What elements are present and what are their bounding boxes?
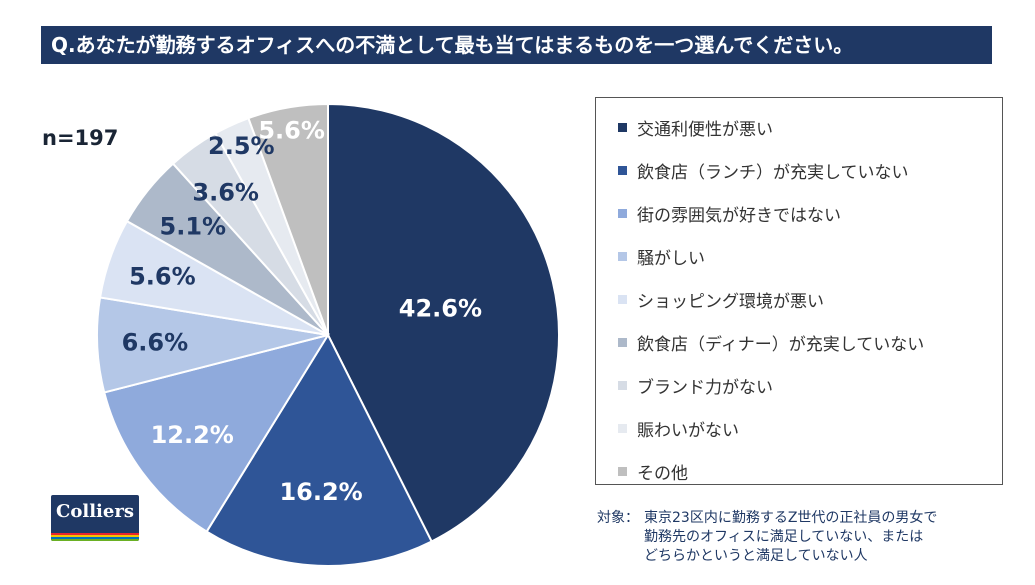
slice-value-label: 5.1% (160, 213, 227, 241)
legend-swatch (618, 166, 627, 175)
pie-slice (205, 332, 433, 567)
legend-item: 賑わいがない (618, 407, 1002, 450)
slice-value-label: 2.5% (208, 132, 275, 160)
legend: 交通利便性が悪い飲食店（ランチ）が充実していない 街の雰囲気が好きではない 騒がしい… (595, 97, 1003, 485)
legend-item: 交通利便性が悪い (618, 106, 1002, 149)
survey-note: 対象： 東京23区内に勤務するZ世代の正社員の男女で 勤務先のオフィスに満足して… (597, 509, 937, 566)
logo-stripe (51, 533, 139, 535)
legend-swatch (618, 252, 627, 261)
legend-swatch (618, 295, 627, 304)
legend-label: 交通利便性が悪い (637, 120, 773, 140)
logo-stripe (51, 539, 139, 541)
logo-stripe (51, 537, 139, 539)
legend-swatch (618, 123, 627, 132)
slice-value-label: 5.6% (129, 263, 196, 291)
slice-value-label: 12.2% (151, 421, 234, 449)
logo-text: Colliers (56, 501, 134, 522)
note-label: 対象： (597, 510, 639, 526)
legend-item: 飲食店（ランチ）が充実していない (618, 149, 1002, 192)
slice-value-label: 42.6% (399, 294, 482, 322)
note-line: 東京23区内に勤務するZ世代の正社員の男女で (644, 510, 938, 526)
slice-value-label: 5.6% (258, 116, 325, 144)
legend-label: 騒がしい (637, 249, 705, 269)
sample-size: n=197 (42, 126, 119, 150)
legend-item: ブランド力がない (618, 364, 1002, 407)
legend-item: ショッピング環境が悪い (618, 278, 1002, 321)
legend-label: ブランド力がない (637, 378, 773, 398)
legend-item: 街の雰囲気が好きではない (618, 192, 1002, 235)
pie-slice (103, 333, 331, 533)
note-line: どちらかというと満足していない人 (644, 548, 868, 564)
legend-label: 賑わいがない (637, 421, 739, 441)
colliers-logo: Colliers (51, 495, 139, 541)
legend-item: 騒がしい (618, 235, 1002, 278)
slice-value-label: 16.2% (279, 478, 362, 506)
pie-slice (327, 102, 560, 543)
legend-label: ショッピング環境が悪い (637, 292, 824, 312)
legend-swatch (618, 338, 627, 347)
note-line: 勤務先のオフィスに満足していない、または (644, 529, 924, 545)
chart-title: Q.あなたが勤務するオフィスへの不満として最も当てはまるものを一つ選んでください… (41, 26, 992, 64)
logo-stripes (51, 533, 139, 541)
legend-swatch (618, 424, 627, 433)
slice-value-label: 6.6% (122, 329, 189, 357)
logo-stripe (51, 535, 139, 537)
legend-item: その他 (618, 450, 1002, 493)
legend-label: 飲食店（ディナー）が充実していない (637, 335, 925, 355)
legend-swatch (618, 381, 627, 390)
legend-label: その他 (637, 464, 688, 484)
slice-value-label: 3.6% (192, 178, 259, 206)
pie-slice (247, 102, 329, 336)
legend-label: 飲食店（ランチ）が充実していない (637, 163, 909, 183)
legend-swatch (618, 209, 627, 218)
legend-swatch (618, 467, 627, 476)
legend-item: 飲食店（ディナー）が充実していない (618, 321, 1002, 364)
legend-label: 街の雰囲気が好きではない (637, 206, 841, 226)
